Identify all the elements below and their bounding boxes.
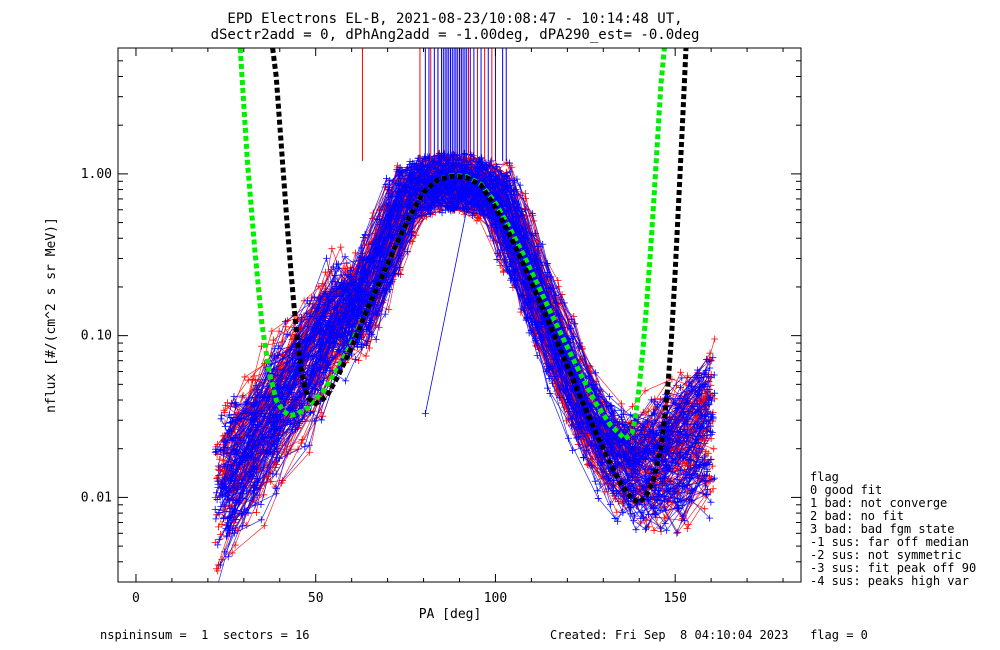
- legend-entry: 2 bad: no fit: [810, 509, 904, 523]
- y-tick-label: 1.00: [81, 167, 112, 182]
- legend-entry: 3 bad: bad fgm state: [810, 522, 955, 536]
- x-tick-label: 0: [132, 591, 140, 606]
- outlier-line: [424, 209, 468, 414]
- axes-layer: 0 50 100 150 0.01 0.10 1.00: [81, 47, 801, 606]
- chart-title: EPD Electrons EL-B, 2021-08-23/10:08:47 …: [227, 11, 682, 27]
- x-tick-label: 50: [308, 591, 324, 606]
- chart-subtitle: dSectr2add = 0, dPhAng2add = -1.00deg, d…: [211, 27, 700, 43]
- x-tick-label: 150: [663, 591, 686, 606]
- legend-entry: -3 sus: fit peak off 90: [810, 561, 976, 575]
- outlier-segment: [421, 209, 468, 418]
- legend-title: flag: [810, 470, 839, 484]
- plot-data-layer: [211, 48, 719, 582]
- y-tick-label: 0.01: [81, 490, 112, 505]
- legend-entry: -4 sus: peaks high var: [810, 574, 969, 588]
- legend-entry: 1 bad: not converge: [810, 496, 947, 510]
- series-points: [219, 158, 719, 506]
- legend-entry: -2 sus: not symmetric: [810, 548, 962, 562]
- flag-legend: flag 0 good fit 1 bad: not converge 2 ba…: [810, 470, 976, 588]
- fit-curve-black: [270, 48, 689, 506]
- vertical-markers: [361, 48, 507, 162]
- outlier-point: [421, 410, 429, 418]
- series-line: [217, 154, 706, 572]
- x-tick-label: 100: [484, 591, 507, 606]
- series-points: [221, 168, 709, 479]
- series-line: [232, 159, 693, 506]
- legend-entry: 0 good fit: [810, 483, 882, 497]
- x-axis-label: PA [deg]: [419, 607, 482, 622]
- series-line: [228, 154, 696, 528]
- legend-entry: -1 sus: far off median: [810, 535, 969, 549]
- y-axis-label: nflux [#/(cm^2 s sr MeV)]: [44, 217, 59, 413]
- series-blue: [211, 149, 719, 582]
- series-points: [229, 161, 713, 492]
- footer-left: nspininsum = 1 sectors = 16: [100, 628, 310, 642]
- footer-right: Created: Fri Sep 8 04:10:04 2023 flag = …: [550, 628, 868, 642]
- y-tick-label: 0.10: [81, 329, 112, 344]
